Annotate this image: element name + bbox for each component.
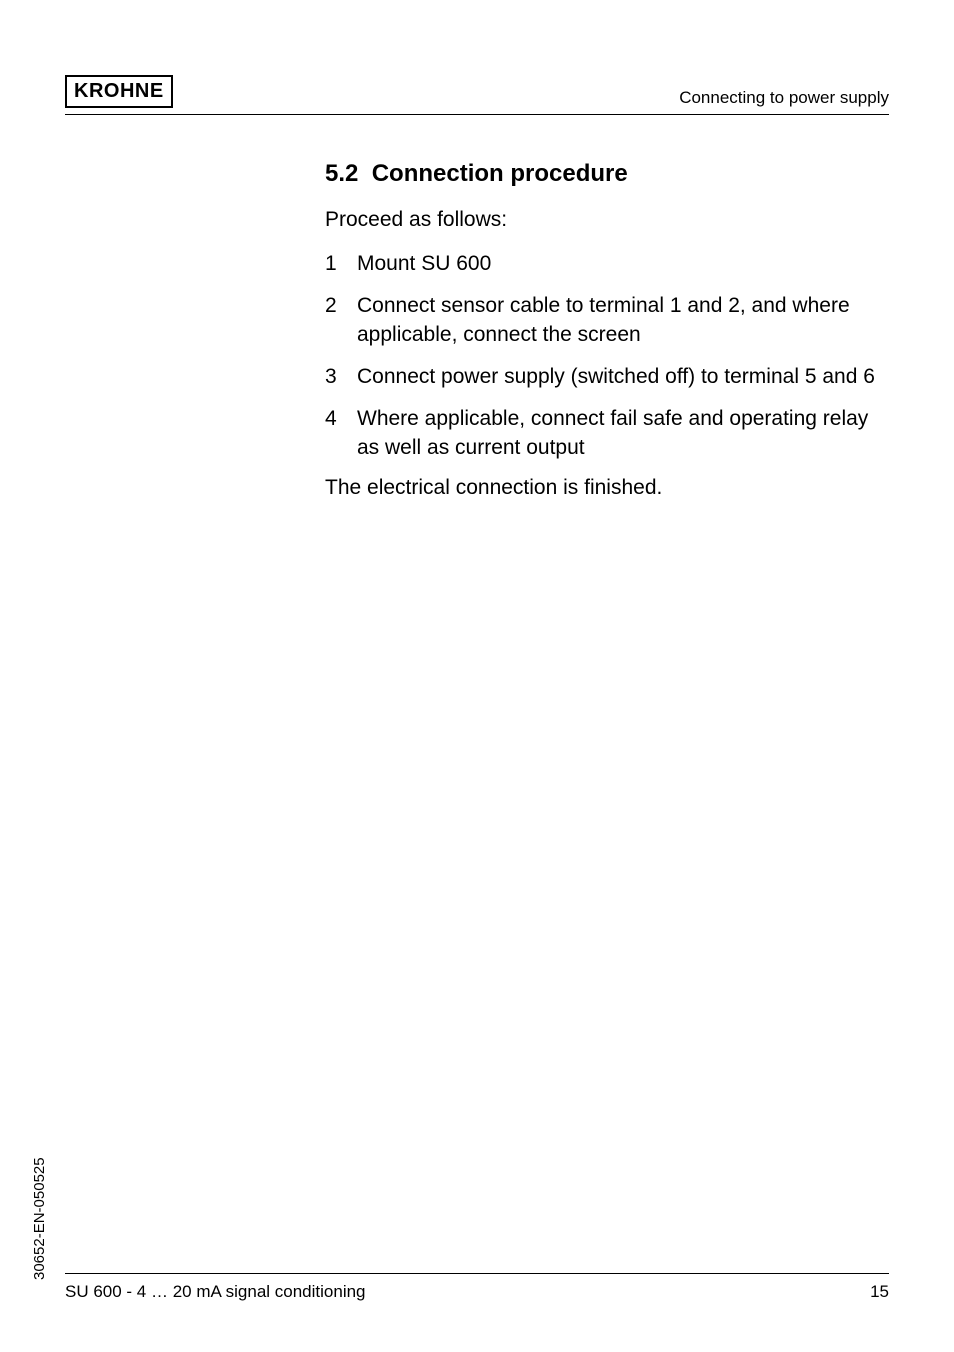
closing-text: The electrical connection is finished. bbox=[325, 476, 889, 500]
procedure-list: 1 Mount SU 600 2 Connect sensor cable to… bbox=[325, 250, 889, 462]
list-number: 2 bbox=[325, 292, 357, 349]
list-item: 1 Mount SU 600 bbox=[325, 250, 889, 278]
list-number: 1 bbox=[325, 250, 357, 278]
list-text: Where applicable, connect fail safe and … bbox=[357, 405, 889, 462]
list-text: Connect power supply (switched off) to t… bbox=[357, 363, 889, 391]
footer-left: SU 600 - 4 … 20 mA signal conditioning bbox=[65, 1282, 366, 1302]
page-footer: SU 600 - 4 … 20 mA signal conditioning 1… bbox=[65, 1273, 889, 1302]
page-number: 15 bbox=[870, 1282, 889, 1302]
list-item: 3 Connect power supply (switched off) to… bbox=[325, 363, 889, 391]
intro-text: Proceed as follows: bbox=[325, 208, 889, 232]
list-number: 4 bbox=[325, 405, 357, 462]
list-number: 3 bbox=[325, 363, 357, 391]
list-text: Connect sensor cable to terminal 1 and 2… bbox=[357, 292, 889, 349]
header-breadcrumb: Connecting to power supply bbox=[679, 88, 889, 108]
list-text: Mount SU 600 bbox=[357, 250, 889, 278]
document-id-vertical: 30652-EN-050525 bbox=[31, 1157, 48, 1280]
main-content: 5.2 Connection procedure Proceed as foll… bbox=[325, 160, 889, 500]
page-container: KROHNE Connecting to power supply 5.2 Co… bbox=[0, 0, 954, 1352]
logo-text: KROHNE bbox=[74, 80, 164, 102]
list-item: 4 Where applicable, connect fail safe an… bbox=[325, 405, 889, 462]
list-item: 2 Connect sensor cable to terminal 1 and… bbox=[325, 292, 889, 349]
brand-logo: KROHNE bbox=[65, 75, 173, 108]
page-header: KROHNE Connecting to power supply bbox=[65, 75, 889, 115]
section-heading: 5.2 Connection procedure bbox=[325, 160, 889, 188]
section-title: Connection procedure bbox=[372, 160, 628, 187]
section-number: 5.2 bbox=[325, 160, 358, 187]
